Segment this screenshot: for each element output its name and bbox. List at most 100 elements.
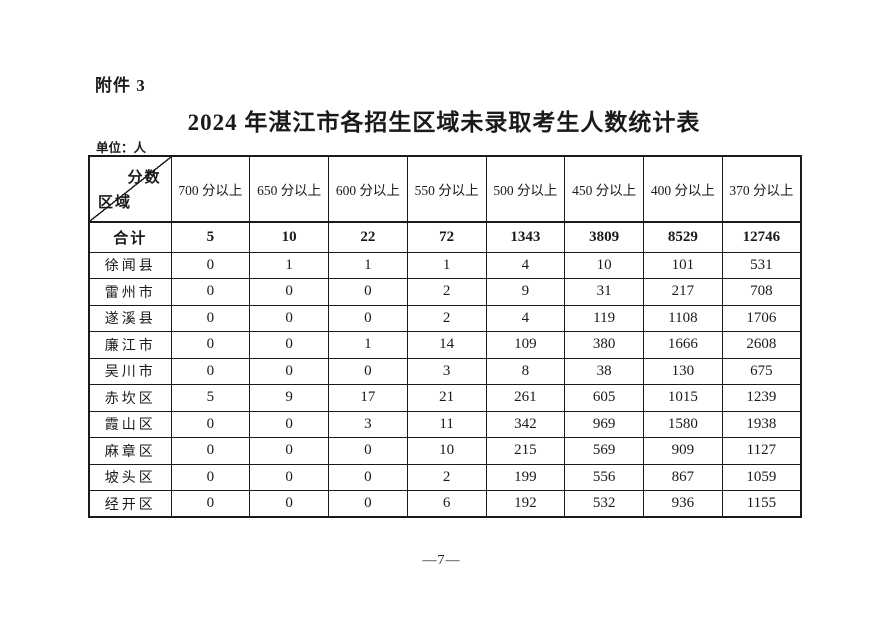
value-cell: 969 <box>564 410 644 438</box>
value-cell: 9 <box>249 384 329 412</box>
header-row: 分数 区域 700 分以上 650 分以上 600 分以上 550 分以上 500 分以… <box>88 155 802 223</box>
value-cell: 215 <box>485 437 566 465</box>
value-cell: 0 <box>249 463 329 491</box>
value-cell: 0 <box>170 304 251 332</box>
value-cell: 1015 <box>643 384 723 412</box>
value-cell: 130 <box>643 357 723 385</box>
value-cell: 10 <box>564 251 644 279</box>
value-cell: 10 <box>406 437 487 465</box>
total-value-cell: 1343 <box>485 221 566 253</box>
total-value-cell: 3809 <box>564 221 644 253</box>
value-cell: 14 <box>406 331 487 359</box>
value-cell: 0 <box>328 278 408 306</box>
value-cell: 0 <box>170 490 251 518</box>
total-row-label: 合计 <box>88 221 172 253</box>
value-cell: 1666 <box>643 331 723 359</box>
value-cell: 0 <box>249 357 329 385</box>
table-row: 吴川市 0 0 0 3 8 38 130 675 <box>88 357 802 385</box>
table-row: 经开区 0 0 0 6 192 532 936 1155 <box>88 490 802 518</box>
column-header: 700 分以上 <box>170 155 251 223</box>
value-cell: 936 <box>643 490 723 518</box>
value-cell: 0 <box>170 251 251 279</box>
value-cell: 1239 <box>721 384 802 412</box>
value-cell: 0 <box>249 331 329 359</box>
corner-cell: 分数 区域 <box>88 155 172 223</box>
value-cell: 2 <box>406 463 487 491</box>
value-cell: 0 <box>170 463 251 491</box>
value-cell: 1 <box>406 251 487 279</box>
value-cell: 3 <box>328 410 408 438</box>
value-cell: 0 <box>249 410 329 438</box>
value-cell: 21 <box>406 384 487 412</box>
region-label: 麻章区 <box>88 437 172 465</box>
value-cell: 17 <box>328 384 408 412</box>
column-header: 650 分以上 <box>249 155 329 223</box>
value-cell: 38 <box>564 357 644 385</box>
value-cell: 0 <box>328 357 408 385</box>
value-cell: 0 <box>170 278 251 306</box>
value-cell: 2608 <box>721 331 802 359</box>
value-cell: 109 <box>485 331 566 359</box>
table-row: 坡头区 0 0 0 2 199 556 867 1059 <box>88 463 802 491</box>
region-label: 廉江市 <box>88 331 172 359</box>
value-cell: 0 <box>328 490 408 518</box>
value-cell: 867 <box>643 463 723 491</box>
value-cell: 8 <box>485 357 566 385</box>
value-cell: 0 <box>170 357 251 385</box>
value-cell: 1 <box>328 331 408 359</box>
value-cell: 0 <box>328 304 408 332</box>
unit-label: 单位：人 <box>96 141 147 155</box>
value-cell: 342 <box>485 410 566 438</box>
value-cell: 199 <box>485 463 566 491</box>
value-cell: 0 <box>249 490 329 518</box>
region-label: 雷州市 <box>88 278 172 306</box>
value-cell: 2 <box>406 304 487 332</box>
region-label: 经开区 <box>88 490 172 518</box>
value-cell: 532 <box>564 490 644 518</box>
value-cell: 675 <box>721 357 802 385</box>
column-header: 400 分以上 <box>643 155 723 223</box>
region-label: 赤坎区 <box>88 384 172 412</box>
region-label: 坡头区 <box>88 463 172 491</box>
table-row: 赤坎区 5 9 17 21 261 605 1015 1239 <box>88 384 802 412</box>
value-cell: 1938 <box>721 410 802 438</box>
value-cell: 0 <box>328 437 408 465</box>
value-cell: 1127 <box>721 437 802 465</box>
total-value-cell: 8529 <box>643 221 723 253</box>
value-cell: 261 <box>485 384 566 412</box>
column-header: 500 分以上 <box>485 155 566 223</box>
value-cell: 4 <box>485 251 566 279</box>
column-header: 600 分以上 <box>328 155 408 223</box>
value-cell: 1706 <box>721 304 802 332</box>
value-cell: 6 <box>406 490 487 518</box>
value-cell: 569 <box>564 437 644 465</box>
value-cell: 11 <box>406 410 487 438</box>
value-cell: 9 <box>485 278 566 306</box>
value-cell: 0 <box>249 278 329 306</box>
value-cell: 0 <box>170 437 251 465</box>
value-cell: 192 <box>485 490 566 518</box>
value-cell: 217 <box>643 278 723 306</box>
value-cell: 0 <box>328 463 408 491</box>
table-row: 遂溪县 0 0 0 2 4 119 1108 1706 <box>88 304 802 332</box>
region-label: 徐闻县 <box>88 251 172 279</box>
value-cell: 1580 <box>643 410 723 438</box>
value-cell: 3 <box>406 357 487 385</box>
column-header: 550 分以上 <box>406 155 487 223</box>
value-cell: 605 <box>564 384 644 412</box>
column-header: 370 分以上 <box>721 155 802 223</box>
total-value-cell: 72 <box>406 221 487 253</box>
page-title: 2024 年湛江市各招生区域未录取考生人数统计表 <box>187 110 701 135</box>
attachment-label: 附件 3 <box>95 76 146 95</box>
total-value-cell: 10 <box>249 221 329 253</box>
value-cell: 101 <box>643 251 723 279</box>
value-cell: 556 <box>564 463 644 491</box>
total-value-cell: 22 <box>328 221 408 253</box>
table-row: 麻章区 0 0 0 10 215 569 909 1127 <box>88 437 802 465</box>
total-row: 合计 5 10 22 72 1343 3809 8529 12746 <box>88 221 802 253</box>
table-row: 徐闻县 0 1 1 1 4 10 101 531 <box>88 251 802 279</box>
value-cell: 1155 <box>721 490 802 518</box>
value-cell: 1108 <box>643 304 723 332</box>
total-value-cell: 12746 <box>721 221 802 253</box>
table-row: 雷州市 0 0 0 2 9 31 217 708 <box>88 278 802 306</box>
